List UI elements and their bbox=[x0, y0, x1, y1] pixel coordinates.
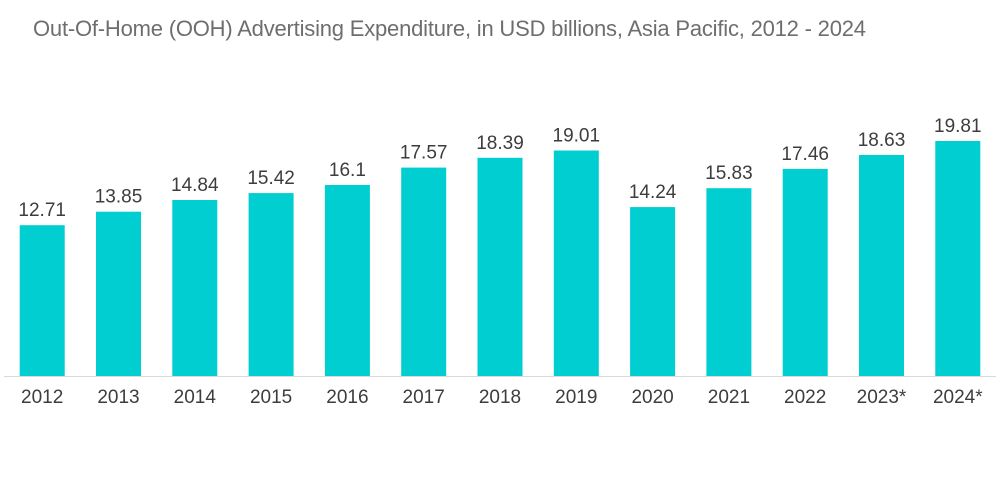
value-label: 15.83 bbox=[705, 163, 753, 184]
bar-2021 bbox=[706, 188, 752, 376]
value-label: 18.39 bbox=[476, 133, 524, 154]
value-label: 19.81 bbox=[934, 116, 982, 137]
x-tick-label: 2014 bbox=[174, 387, 217, 408]
x-tick-label: 2013 bbox=[97, 387, 139, 408]
value-label: 15.42 bbox=[247, 168, 295, 189]
x-tick-label: 2015 bbox=[250, 387, 292, 408]
value-label: 17.57 bbox=[400, 143, 448, 164]
value-label: 16.1 bbox=[329, 160, 366, 181]
value-label: 13.85 bbox=[95, 187, 143, 208]
x-tick-label: 2023* bbox=[857, 387, 907, 408]
x-tick-label: 2022 bbox=[784, 387, 826, 408]
bar-2022 bbox=[782, 168, 828, 376]
value-label: 12.71 bbox=[18, 200, 66, 221]
bar-2023-forecast bbox=[859, 155, 904, 376]
bar-2017 bbox=[401, 167, 447, 376]
value-label: 14.24 bbox=[629, 182, 677, 203]
value-label: 18.63 bbox=[858, 130, 906, 151]
x-tick-label: 2012 bbox=[21, 387, 63, 408]
bar-2014 bbox=[172, 200, 218, 376]
value-label: 19.01 bbox=[553, 126, 601, 147]
x-tick-labels-group: 2012 2013 2014 2015 2016 2017 2018 2019 2020 2021… bbox=[21, 387, 983, 408]
value-label: 14.84 bbox=[171, 175, 219, 196]
x-tick-label: 2024* bbox=[933, 387, 983, 408]
value-labels-group: 12.71 13.85 14.84 15.42 16.1 17.57 18.39 19.01 1… bbox=[18, 116, 981, 221]
bar-2019 bbox=[553, 150, 599, 376]
bar-2015 bbox=[248, 193, 294, 376]
bar-2012 bbox=[19, 225, 65, 376]
x-tick-label: 2018 bbox=[479, 387, 521, 408]
bar-2013 bbox=[96, 211, 141, 376]
chart-title: Out-Of-Home (OOH) Advertising Expenditur… bbox=[33, 16, 866, 41]
x-tick-label: 2020 bbox=[631, 387, 673, 408]
x-tick-label: 2019 bbox=[555, 387, 597, 408]
x-tick-label: 2016 bbox=[326, 387, 368, 408]
bar-2016 bbox=[324, 185, 370, 376]
bar-2018 bbox=[477, 157, 523, 376]
value-label: 17.46 bbox=[781, 144, 829, 165]
x-tick-label: 2017 bbox=[403, 387, 445, 408]
x-tick-label: 2021 bbox=[708, 387, 750, 408]
bar-2024-forecast bbox=[935, 141, 981, 376]
bars-group bbox=[19, 141, 981, 376]
bar-2020 bbox=[630, 207, 676, 376]
